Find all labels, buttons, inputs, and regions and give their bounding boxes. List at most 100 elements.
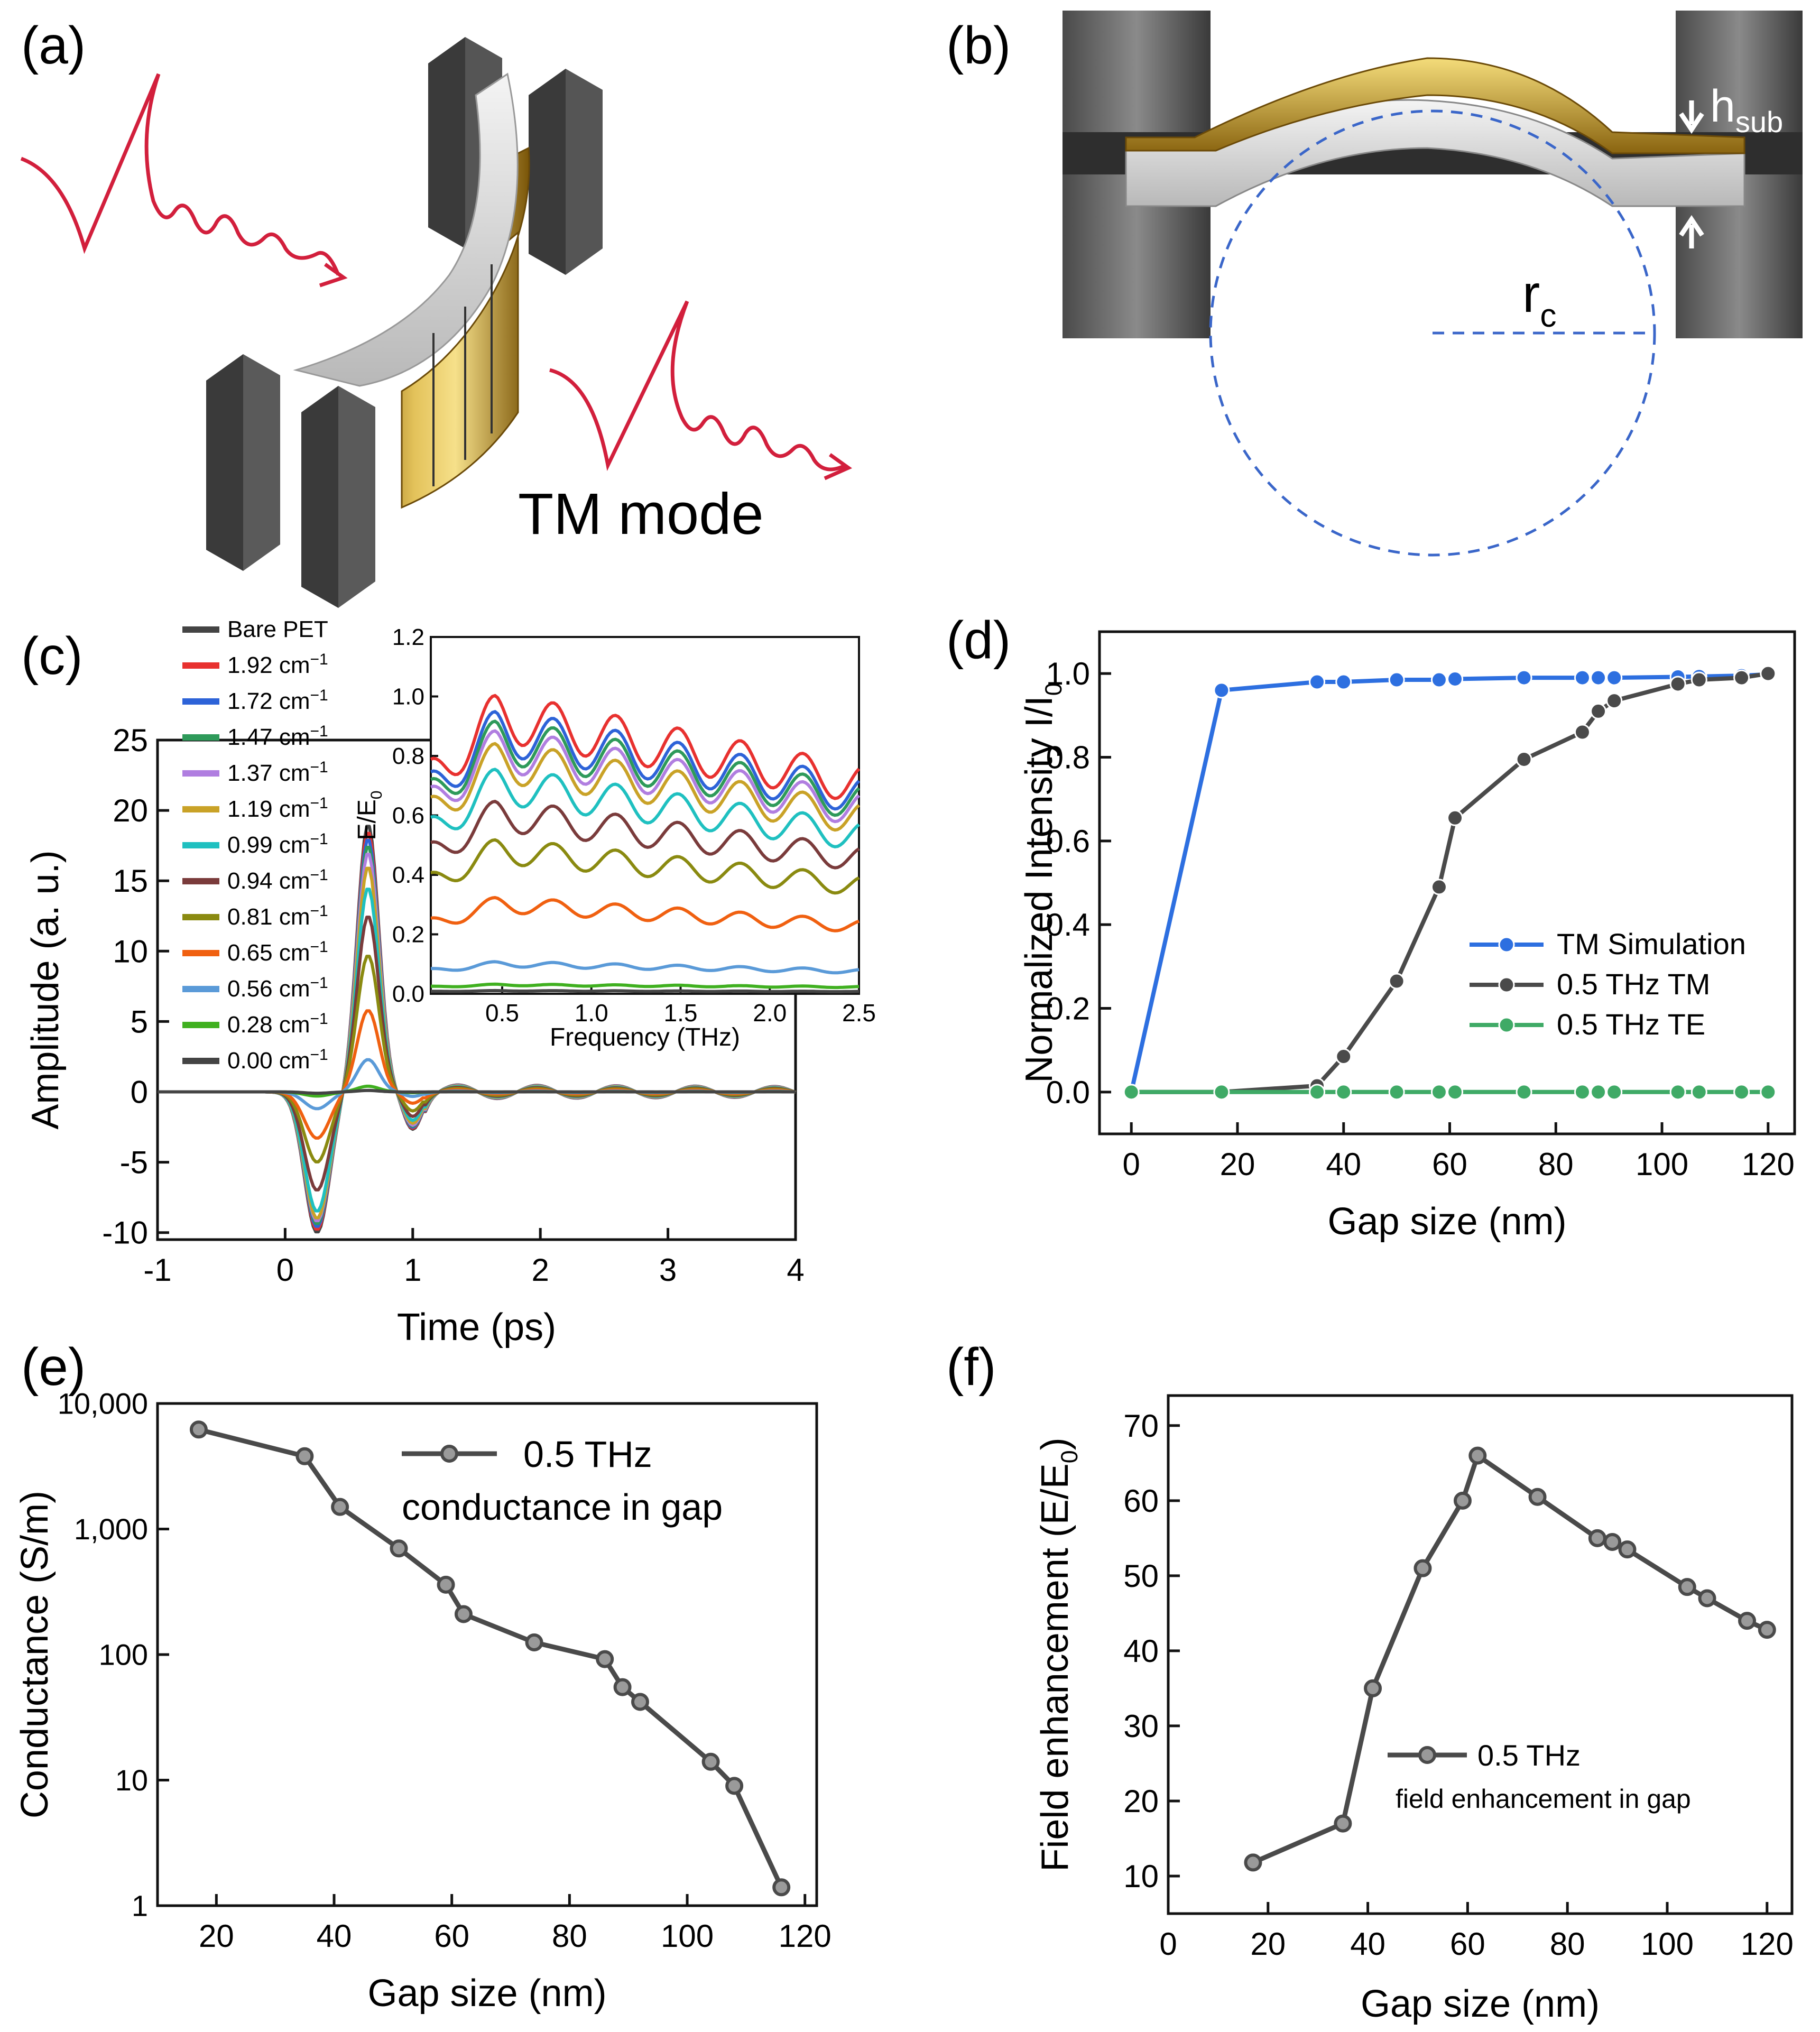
x-tick-label: 1 bbox=[404, 1252, 421, 1288]
plot-frame bbox=[1167, 1394, 1794, 1915]
thickness-label: hsub bbox=[1710, 81, 1783, 138]
x-axis-label: Gap size (nm) bbox=[1361, 1983, 1600, 2025]
inset-spectrum-line bbox=[430, 800, 860, 870]
data-point bbox=[772, 1878, 791, 1897]
waveform-line bbox=[158, 1088, 796, 1095]
x-tick-label: 4 bbox=[787, 1252, 804, 1288]
y-tick-label: 10 bbox=[113, 934, 148, 969]
plot-frame bbox=[156, 1402, 818, 1907]
y-tick-label: 20 bbox=[1123, 1784, 1159, 1819]
x-tick-label: 120 bbox=[1741, 1926, 1794, 1962]
outgoing-arrow-icon bbox=[824, 453, 853, 481]
legend-marker bbox=[440, 1445, 458, 1463]
data-point bbox=[1413, 1559, 1432, 1577]
electrode-block-icon bbox=[206, 37, 603, 608]
data-point bbox=[1430, 879, 1447, 895]
data-point bbox=[1606, 669, 1623, 686]
data-point bbox=[390, 1539, 408, 1558]
y-tick-label: 1,000 bbox=[74, 1512, 148, 1546]
y-axis-label: Amplitude (a. u.) bbox=[24, 850, 67, 1129]
data-point bbox=[1590, 703, 1607, 719]
x-tick-label: 2 bbox=[532, 1252, 549, 1288]
panel-c-label: (c) bbox=[21, 626, 83, 686]
y-tick-label: 15 bbox=[113, 863, 148, 899]
x-tick-label: 40 bbox=[1350, 1926, 1385, 1962]
tm-mode-caption: TM mode bbox=[518, 482, 764, 547]
inset-spectrum-line bbox=[430, 742, 861, 832]
data-point bbox=[1364, 1679, 1382, 1697]
x-tick-label: 80 bbox=[1550, 1926, 1585, 1962]
y-tick-label: -10 bbox=[102, 1215, 148, 1251]
legend-marker bbox=[1418, 1746, 1436, 1764]
y-tick-label: 10,000 bbox=[58, 1387, 148, 1420]
data-point bbox=[1447, 809, 1464, 826]
outgoing-pulse-icon bbox=[549, 300, 847, 472]
y-tick-label: 20 bbox=[113, 793, 148, 828]
data-point bbox=[1335, 673, 1352, 690]
data-point bbox=[1678, 1578, 1696, 1596]
y-axis-label: Normalized Intensity I/I0 bbox=[1018, 682, 1067, 1083]
x-tick-label: 0 bbox=[276, 1252, 294, 1288]
incoming-arrow-icon bbox=[319, 263, 348, 288]
legend-entry: 1.72 cm−1 bbox=[227, 687, 328, 714]
data-point bbox=[1334, 1814, 1352, 1833]
data-point bbox=[454, 1605, 473, 1623]
legend-entry: 0.5 THz bbox=[523, 1434, 652, 1475]
data-point bbox=[1574, 724, 1591, 741]
legend-entry: 0.5 THz bbox=[1477, 1739, 1581, 1772]
x-tick-label: 20 bbox=[1220, 1147, 1255, 1182]
panel-e-label: (e) bbox=[21, 1337, 86, 1397]
y-tick-label: 10 bbox=[1123, 1859, 1159, 1894]
y-tick-label: -5 bbox=[120, 1145, 148, 1180]
data-point bbox=[1447, 1084, 1464, 1101]
data-point bbox=[1603, 1532, 1622, 1551]
y-axis-label: Conductance (S/m) bbox=[14, 1491, 56, 1818]
gap-lines bbox=[432, 264, 493, 486]
x-axis-label: Time (ps) bbox=[397, 1306, 556, 1348]
legend-entry: 0.00 cm−1 bbox=[227, 1046, 328, 1074]
data-point bbox=[1733, 669, 1750, 686]
data-point bbox=[1590, 1084, 1607, 1101]
thickness-arrow-up-icon bbox=[1679, 215, 1704, 248]
y-tick-label: 0.4 bbox=[1046, 907, 1090, 943]
inset-y-tick-label: 0.6 bbox=[392, 803, 424, 829]
data-point bbox=[1758, 1621, 1776, 1639]
chart-f: (f) 0 20 40 60 80 100 120 10 20 30 40 50 60 70 Gap siz… bbox=[946, 1337, 1794, 2025]
plot-frame bbox=[1098, 630, 1796, 1135]
inset-y-tick-label: 0.0 bbox=[392, 981, 424, 1007]
data-point bbox=[1309, 1084, 1326, 1101]
y-tick-label: 40 bbox=[1123, 1633, 1159, 1669]
substrate-icon bbox=[293, 72, 519, 387]
legend-entry: 1.37 cm−1 bbox=[227, 759, 328, 786]
data-point bbox=[1528, 1488, 1547, 1506]
data-point bbox=[1447, 670, 1464, 687]
data-point bbox=[1213, 1084, 1230, 1101]
inset-x-tick-label: 1.0 bbox=[575, 999, 608, 1027]
legend-marker bbox=[1498, 936, 1515, 953]
legend-entry: 0.5 THz TE bbox=[1557, 1008, 1705, 1041]
legend-entry: 0.65 cm−1 bbox=[227, 938, 328, 966]
y-tick-label: 1 bbox=[132, 1889, 148, 1923]
data-point bbox=[1516, 1084, 1532, 1101]
inset-spectrum-line bbox=[430, 896, 860, 932]
data-point bbox=[1388, 671, 1405, 688]
data-point bbox=[295, 1447, 314, 1465]
legend-entry: 0.5 THz TM bbox=[1557, 967, 1710, 1001]
data-point bbox=[1574, 669, 1591, 686]
x-tick-label: 60 bbox=[1432, 1147, 1467, 1182]
inset-x-tick-label: 2.0 bbox=[753, 999, 787, 1027]
y-tick-label: 0.8 bbox=[1046, 740, 1090, 775]
x-tick-label: 60 bbox=[434, 1918, 469, 1954]
legend-marker bbox=[1498, 1017, 1515, 1033]
inset-y-tick-label: 0.4 bbox=[392, 862, 424, 888]
data-point bbox=[631, 1693, 649, 1711]
data-point bbox=[1309, 673, 1326, 690]
data-point bbox=[1590, 669, 1607, 686]
y-tick-label: 60 bbox=[1123, 1483, 1159, 1519]
legend-entry: conductance in gap bbox=[402, 1486, 723, 1528]
legend-entry: field enhancement in gap bbox=[1396, 1784, 1691, 1814]
data-point bbox=[596, 1650, 614, 1668]
y-tick-label: 25 bbox=[113, 723, 148, 758]
